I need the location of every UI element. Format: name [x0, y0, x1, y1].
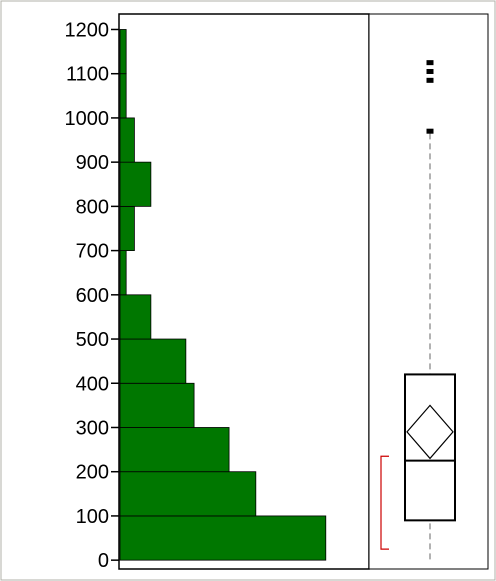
y-tick-label: 1000: [65, 108, 110, 130]
box-plot: [380, 60, 456, 561]
y-tick-label: 0: [98, 550, 109, 572]
y-axis: 0 100 200 300 400 500 600 700 800 900 1000 1100 1200: [65, 19, 119, 572]
histogram-bar: [119, 250, 127, 296]
outlier-point: [426, 128, 434, 134]
histogram-bar: [119, 515, 327, 561]
histogram-bar: [119, 338, 187, 384]
y-tick-label: 200: [76, 462, 109, 484]
y-tick-label: 900: [76, 152, 109, 174]
outlier-point: [426, 60, 434, 66]
histogram-bar: [119, 471, 257, 517]
outlier-point: [426, 68, 434, 74]
histogram-bar: [119, 161, 152, 207]
y-tick-label: 700: [76, 241, 109, 263]
y-tick-label: 600: [76, 285, 109, 307]
y-tick-label: 1200: [65, 19, 110, 41]
histogram-bar: [119, 382, 195, 428]
shortest-half-bracket: [380, 455, 389, 550]
y-tick-label: 300: [76, 417, 109, 439]
outlier-point: [426, 77, 434, 83]
y-tick-label: 400: [76, 373, 109, 395]
histogram-bar: [119, 29, 127, 75]
histogram-bar: [119, 117, 135, 163]
histogram-bar: [119, 427, 230, 473]
y-tick-label: 100: [76, 506, 109, 528]
y-tick-label: 500: [76, 329, 109, 351]
mean-diamond: [406, 404, 454, 460]
boxplot-panel: [368, 13, 489, 570]
histogram-bars: [119, 29, 327, 561]
histogram-bar: [119, 294, 152, 340]
histogram-bar: [119, 205, 135, 251]
y-tick-label: 1100: [66, 64, 109, 86]
histogram-bar: [119, 73, 127, 119]
y-tick-label: 800: [76, 196, 109, 218]
interquartile-box: [404, 373, 456, 522]
